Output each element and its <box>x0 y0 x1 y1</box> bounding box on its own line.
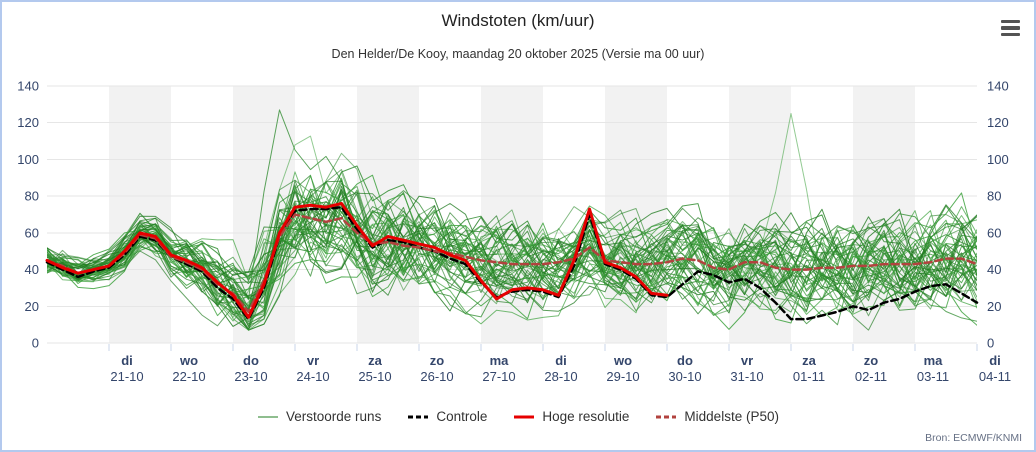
ensemble-members <box>47 109 977 331</box>
svg-text:21-10: 21-10 <box>110 369 143 384</box>
legend-line-sample <box>258 415 279 418</box>
hamburger-menu-icon[interactable] <box>997 16 1023 40</box>
menu-bar <box>1000 20 1020 24</box>
day-bands <box>109 86 915 343</box>
svg-text:ma: ma <box>924 353 944 368</box>
svg-text:di: di <box>989 353 1001 368</box>
svg-text:wo: wo <box>179 353 198 368</box>
svg-text:0: 0 <box>32 336 39 351</box>
svg-text:80: 80 <box>25 189 39 204</box>
legend-line-sample <box>514 415 535 418</box>
svg-text:zo: zo <box>430 353 445 368</box>
legend-label: Verstoorde runs <box>286 409 382 424</box>
svg-text:za: za <box>802 353 817 368</box>
y-axis-labels: 0 0 20 20 40 40 60 60 80 80 100 100 120 120 140 140 <box>17 79 1008 351</box>
legend-line-sample <box>408 415 429 418</box>
chart-legend: Verstoorde runs Controle Hoge resolutie Mid… <box>2 409 1034 424</box>
svg-text:01-11: 01-11 <box>793 369 825 384</box>
svg-text:22-10: 22-10 <box>172 369 205 384</box>
svg-text:120: 120 <box>987 115 1009 130</box>
series-control <box>45 205 979 321</box>
svg-text:24-10: 24-10 <box>296 369 329 384</box>
legend-item-middelste-p50[interactable]: Middelste (P50) <box>655 409 779 424</box>
svg-text:vr: vr <box>741 353 753 368</box>
svg-text:60: 60 <box>25 225 39 240</box>
svg-text:40: 40 <box>987 262 1001 277</box>
legend-label: Hoge resolutie <box>542 409 630 424</box>
svg-text:02-11: 02-11 <box>855 369 887 384</box>
svg-text:100: 100 <box>987 152 1009 167</box>
svg-text:23-10: 23-10 <box>234 369 267 384</box>
svg-text:do: do <box>243 353 259 368</box>
svg-text:20: 20 <box>25 299 39 314</box>
chart-title: Windstoten (km/uur) <box>441 11 595 30</box>
legend-item-hoge-resolutie[interactable]: Hoge resolutie <box>513 409 629 424</box>
svg-text:120: 120 <box>17 115 39 130</box>
svg-text:29-10: 29-10 <box>606 369 639 384</box>
x-axis-labels: di21-10wo22-10do23-10vr24-10za25-10zo26-… <box>108 344 1011 384</box>
menu-bar <box>1000 32 1020 36</box>
svg-text:31-10: 31-10 <box>730 369 763 384</box>
svg-text:26-10: 26-10 <box>420 369 453 384</box>
svg-text:zo: zo <box>864 353 879 368</box>
svg-text:28-10: 28-10 <box>544 369 577 384</box>
svg-text:04-11: 04-11 <box>979 369 1011 384</box>
svg-text:30-10: 30-10 <box>668 369 701 384</box>
series-hres <box>45 202 669 319</box>
svg-text:0: 0 <box>987 336 994 351</box>
legend-label: Controle <box>436 409 488 424</box>
svg-text:60: 60 <box>987 225 1001 240</box>
svg-text:25-10: 25-10 <box>358 369 391 384</box>
chart-subtitle: Den Helder/De Kooy, maandag 20 oktober 2… <box>331 47 705 61</box>
svg-text:vr: vr <box>307 353 319 368</box>
svg-text:40: 40 <box>25 262 39 277</box>
svg-text:20: 20 <box>987 299 1001 314</box>
svg-text:za: za <box>368 353 383 368</box>
svg-text:27-10: 27-10 <box>482 369 515 384</box>
menu-bar <box>1000 26 1020 30</box>
source-credit: Bron: ECMWF/KNMI <box>925 432 1022 444</box>
legend-item-verstoorde-runs[interactable]: Verstoorde runs <box>257 409 381 424</box>
svg-text:di: di <box>555 353 567 368</box>
svg-text:03-11: 03-11 <box>917 369 949 384</box>
svg-text:di: di <box>121 353 133 368</box>
svg-text:80: 80 <box>987 189 1001 204</box>
svg-text:do: do <box>677 353 693 368</box>
legend-item-controle[interactable]: Controle <box>407 409 487 424</box>
svg-text:ma: ma <box>490 353 510 368</box>
svg-text:140: 140 <box>17 79 39 94</box>
svg-text:wo: wo <box>613 353 632 368</box>
legend-line-sample <box>656 415 677 418</box>
svg-text:140: 140 <box>987 79 1009 94</box>
legend-label: Middelste (P50) <box>684 409 779 424</box>
svg-text:100: 100 <box>17 152 39 167</box>
